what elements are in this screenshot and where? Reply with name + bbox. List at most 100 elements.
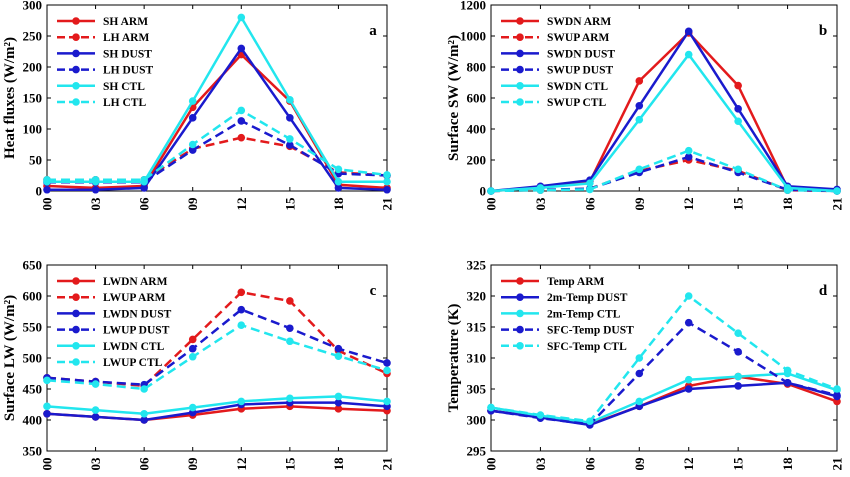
legend-entry: LWUP ARM <box>103 292 166 304</box>
panel-d: 295 300 305 310 315 320 325 00 03 06 09 12 15 18 21 Tem… <box>446 258 845 471</box>
data-point <box>140 410 148 418</box>
data-point <box>140 184 148 192</box>
x-tick-label: 06 <box>137 457 152 471</box>
legend-marker <box>72 17 80 25</box>
y-axis-label: Temperature (K) <box>446 304 462 413</box>
data-point <box>734 382 742 390</box>
y-tick-label: 400 <box>23 413 43 428</box>
panel-a: 0 50 100 150 200 250 300 00 03 06 09 12 15 18 21 Heat f… <box>2 0 395 211</box>
data-point <box>684 27 693 36</box>
data-point <box>783 186 792 195</box>
panel-letter: d <box>819 283 828 299</box>
y-tick-label: 800 <box>467 60 487 75</box>
data-point <box>286 337 294 346</box>
data-point <box>383 171 391 179</box>
x-tick-label: 18 <box>780 457 795 471</box>
data-point <box>833 391 841 400</box>
data-point <box>43 410 51 418</box>
data-point <box>586 179 594 188</box>
data-point <box>734 165 742 174</box>
data-point <box>684 153 693 161</box>
legend-entry: SWDN ARM <box>547 16 611 28</box>
data-point <box>237 44 246 53</box>
legend-entry: LWUP CTL <box>103 357 163 369</box>
y-tick-label: 650 <box>23 258 43 273</box>
y-tick-label: 100 <box>23 122 43 137</box>
x-tick-label: 09 <box>632 457 647 471</box>
series-line <box>490 52 838 193</box>
data-point <box>91 176 100 184</box>
data-point <box>487 187 495 195</box>
x-tick-label: 12 <box>681 198 696 211</box>
data-point <box>188 140 197 149</box>
data-point <box>833 187 841 195</box>
x-tick-label: 21 <box>380 458 395 471</box>
data-point <box>188 114 197 122</box>
legend-entry: LH DUST <box>103 65 153 77</box>
legend-entry: SH DUST <box>103 48 152 60</box>
data-point <box>833 385 841 393</box>
data-point <box>684 385 693 393</box>
x-tick-label: 15 <box>731 197 746 211</box>
y-tick-label: 50 <box>29 153 42 168</box>
data-point <box>586 417 594 426</box>
y-tick-label: 350 <box>23 444 43 459</box>
data-point <box>286 114 294 122</box>
series-line <box>47 108 388 182</box>
legend-entry: 2m-Temp DUST <box>547 292 628 304</box>
legend-marker <box>516 293 524 302</box>
data-point <box>734 81 742 90</box>
legend-entry: SH ARM <box>103 16 148 28</box>
data-point <box>43 402 51 411</box>
x-tick-label: 00 <box>40 198 55 211</box>
y-tick-label: 200 <box>23 60 43 75</box>
data-point <box>188 403 197 412</box>
data-point <box>334 165 343 174</box>
data-point <box>237 305 246 314</box>
data-point <box>684 50 693 59</box>
data-point <box>334 177 343 186</box>
legend-marker <box>516 33 524 41</box>
legend-marker <box>516 82 524 90</box>
series-line <box>490 29 838 193</box>
x-tick-label: 03 <box>533 197 548 211</box>
panel-c: 350 400 450 500 550 600 650 00 03 06 09 12 15 18 21 Sur… <box>2 258 395 471</box>
y-tick-label: 250 <box>23 29 43 44</box>
legend-entry: LWDN CTL <box>103 341 165 353</box>
data-point <box>43 185 51 194</box>
data-point <box>684 375 693 384</box>
x-tick-label: 00 <box>484 198 499 211</box>
x-tick-label: 18 <box>331 197 346 211</box>
series-line <box>490 31 838 193</box>
data-point <box>188 335 197 344</box>
data-point <box>487 403 495 412</box>
legend-entry: LH ARM <box>103 32 149 44</box>
y-axis-label: Surface LW (W/m²) <box>2 295 18 421</box>
panel-b: 0 200 400 600 800 1000 1200 00 03 06 09 12 15 18 21 Sur… <box>446 0 845 211</box>
panel-letter: a <box>369 23 377 39</box>
x-tick-label: 00 <box>40 458 55 471</box>
data-point <box>383 397 391 406</box>
data-point <box>383 177 391 186</box>
data-point <box>140 176 148 184</box>
data-point <box>383 366 391 375</box>
y-tick-label: 600 <box>23 289 43 304</box>
data-point <box>237 117 246 125</box>
x-tick-label: 21 <box>830 198 845 211</box>
data-point <box>635 369 644 378</box>
data-point <box>286 135 294 143</box>
legend-marker <box>72 358 80 366</box>
legend-marker <box>516 98 524 106</box>
legend: SWDN ARM SWUP ARM SWDN DUST SWUP DUST SWDN C… <box>501 16 615 109</box>
data-point <box>91 406 100 414</box>
x-tick-label: 15 <box>282 197 297 211</box>
y-axis-label: Heat fluxes (W/m²) <box>2 37 18 159</box>
data-point <box>188 352 197 361</box>
legend-marker <box>516 277 524 285</box>
legend-entry: SH CTL <box>103 81 145 93</box>
legend-entry: SFC-Temp DUST <box>547 325 634 337</box>
panel-letter: c <box>370 283 377 299</box>
y-tick-label: 310 <box>467 351 487 366</box>
y-tick-label: 300 <box>467 413 487 428</box>
series-line <box>46 290 388 388</box>
